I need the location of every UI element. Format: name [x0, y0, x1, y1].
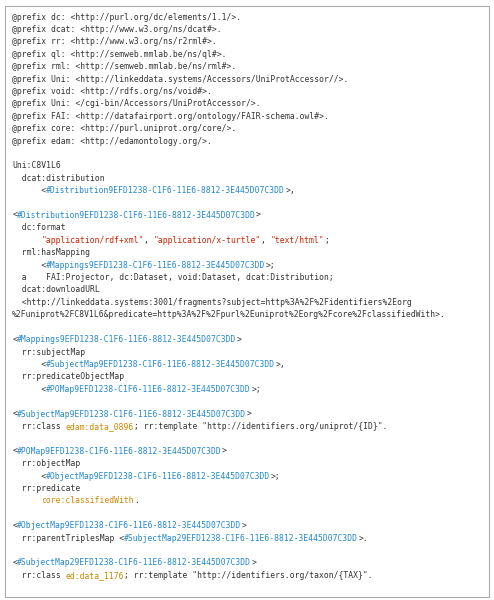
Text: >: > [242, 521, 247, 530]
Text: @prefix dcat: <http://www.w3.org/ns/dcat#>.: @prefix dcat: <http://www.w3.org/ns/dcat… [12, 25, 222, 34]
Text: core:classifiedWith: core:classifiedWith [41, 496, 134, 505]
Text: #SubjectMap29EFD1238-C1F6-11E6-8812-3E445D07C3DD: #SubjectMap29EFD1238-C1F6-11E6-8812-3E44… [124, 533, 359, 542]
Text: #ObjectMap9EFD1238-C1F6-11E6-8812-3E445D07C3DD: #ObjectMap9EFD1238-C1F6-11E6-8812-3E445D… [46, 472, 271, 481]
Text: @prefix rml: <http://semweb.mmlab.be/ns/rml#>.: @prefix rml: <http://semweb.mmlab.be/ns/… [12, 62, 237, 71]
Text: #Distribution9EFD1238-C1F6-11E6-8812-3E445D07C3DD: #Distribution9EFD1238-C1F6-11E6-8812-3E4… [46, 186, 286, 195]
Text: #Distribution9EFD1238-C1F6-11E6-8812-3E445D07C3DD: #Distribution9EFD1238-C1F6-11E6-8812-3E4… [17, 211, 256, 220]
Text: >;: >; [271, 472, 281, 481]
Text: rml:hasMapping: rml:hasMapping [12, 248, 90, 257]
Text: @prefix FAI: <http://datafairport.org/ontology/FAIR-schema.owl#>.: @prefix FAI: <http://datafairport.org/on… [12, 112, 329, 121]
Text: <: < [12, 335, 17, 344]
Text: ,: , [144, 236, 154, 245]
Text: <: < [12, 260, 46, 269]
Text: #SubjectMap9EFD1238-C1F6-11E6-8812-3E445D07C3DD: #SubjectMap9EFD1238-C1F6-11E6-8812-3E445… [17, 410, 247, 419]
Text: @prefix edam: <http://edamontology.org/>.: @prefix edam: <http://edamontology.org/>… [12, 137, 212, 146]
Text: >: > [247, 410, 251, 419]
Text: dcat:distribution: dcat:distribution [12, 174, 105, 183]
Text: >;: >; [251, 385, 261, 394]
Text: <: < [12, 559, 17, 568]
Text: @prefix Uni: <http://linkeddata.systems/Accessors/UniProtAccessor//>.: @prefix Uni: <http://linkeddata.systems/… [12, 74, 349, 83]
Text: #Mappings9EFD1238-C1F6-11E6-8812-3E445D07C3DD: #Mappings9EFD1238-C1F6-11E6-8812-3E445D0… [46, 260, 266, 269]
Text: >: > [222, 447, 227, 456]
Text: >;: >; [266, 260, 276, 269]
Text: Uni:C8V1L6: Uni:C8V1L6 [12, 161, 61, 170]
Text: @prefix ql: <http://semweb.mmlab.be/ns/ql#>.: @prefix ql: <http://semweb.mmlab.be/ns/q… [12, 50, 227, 59]
Text: #SubjectMap29EFD1238-C1F6-11E6-8812-3E445D07C3DD: #SubjectMap29EFD1238-C1F6-11E6-8812-3E44… [17, 559, 251, 568]
Text: <: < [12, 211, 17, 220]
Text: <: < [12, 447, 17, 456]
Text: a    FAI:Projector, dc:Dataset, void:Dataset, dcat:Distribution;: a FAI:Projector, dc:Dataset, void:Datase… [12, 273, 334, 282]
Text: rr:predicateObjectMap: rr:predicateObjectMap [12, 373, 124, 382]
Text: dcat:downloadURL: dcat:downloadURL [12, 286, 100, 295]
Text: "application/x-turtle": "application/x-turtle" [154, 236, 261, 245]
Text: rr:predicate: rr:predicate [12, 484, 81, 493]
Text: >: > [237, 335, 242, 344]
Text: >: > [251, 559, 256, 568]
Text: #SubjectMap9EFD1238-C1F6-11E6-8812-3E445D07C3DD: #SubjectMap9EFD1238-C1F6-11E6-8812-3E445… [46, 360, 276, 369]
Text: >,: >, [276, 360, 286, 369]
Text: >.: >. [359, 533, 368, 542]
Text: dc:format: dc:format [12, 223, 66, 232]
Text: @prefix rr: <http://www.w3.org/ns/r2rml#>.: @prefix rr: <http://www.w3.org/ns/r2rml#… [12, 37, 217, 46]
FancyBboxPatch shape [5, 6, 489, 597]
Text: .: . [134, 496, 139, 505]
Text: edam:data_0896: edam:data_0896 [66, 422, 134, 431]
Text: >: > [256, 211, 261, 220]
Text: "text/html": "text/html" [271, 236, 325, 245]
Text: ,: , [261, 236, 271, 245]
Text: rr:parentTriplesMap <: rr:parentTriplesMap < [12, 533, 124, 542]
Text: ; rr:template "http://identifiers.org/uniprot/{ID}".: ; rr:template "http://identifiers.org/un… [134, 422, 388, 431]
Text: "application/rdf+xml": "application/rdf+xml" [41, 236, 144, 245]
Text: #Mappings9EFD1238-C1F6-11E6-8812-3E445D07C3DD: #Mappings9EFD1238-C1F6-11E6-8812-3E445D0… [17, 335, 237, 344]
Text: >,: >, [286, 186, 295, 195]
Text: <: < [12, 410, 17, 419]
Text: <: < [12, 186, 46, 195]
Text: %2Funiprot%2FC8V1L6&predicate=http%3A%2F%2Fpurl%2Euniprot%2Eorg%2Fcore%2Fclassif: %2Funiprot%2FC8V1L6&predicate=http%3A%2F… [12, 310, 446, 319]
Text: ; rr:template "http://identifiers.org/taxon/{TAX}".: ; rr:template "http://identifiers.org/ta… [124, 571, 373, 580]
Text: <http://linkeddata.systems:3001/fragments?subject=http%3A%2F%2Fidentifiers%2Eorg: <http://linkeddata.systems:3001/fragment… [12, 298, 412, 307]
Text: <: < [12, 521, 17, 530]
Text: #POMap9EFD1238-C1F6-11E6-8812-3E445D07C3DD: #POMap9EFD1238-C1F6-11E6-8812-3E445D07C3… [17, 447, 222, 456]
Text: <: < [12, 360, 46, 369]
Text: ed:data_1176: ed:data_1176 [66, 571, 124, 580]
Text: ;: ; [325, 236, 329, 245]
Text: rr:subjectMap: rr:subjectMap [12, 347, 85, 356]
Text: @prefix core: <http://purl.uniprot.org/core/>.: @prefix core: <http://purl.uniprot.org/c… [12, 124, 237, 133]
Text: @prefix void: <http://rdfs.org/ns/void#>.: @prefix void: <http://rdfs.org/ns/void#>… [12, 87, 212, 96]
Text: @prefix Uni: </cgi-bin/Accessors/UniProtAccessor/>.: @prefix Uni: </cgi-bin/Accessors/UniProt… [12, 100, 261, 109]
Text: <: < [12, 385, 46, 394]
Text: <: < [12, 472, 46, 481]
Text: #ObjectMap9EFD1238-C1F6-11E6-8812-3E445D07C3DD: #ObjectMap9EFD1238-C1F6-11E6-8812-3E445D… [17, 521, 242, 530]
Text: @prefix dc: <http://purl.org/dc/elements/1.1/>.: @prefix dc: <http://purl.org/dc/elements… [12, 13, 242, 22]
Text: rr:class: rr:class [12, 422, 66, 431]
Text: #POMap9EFD1238-C1F6-11E6-8812-3E445D07C3DD: #POMap9EFD1238-C1F6-11E6-8812-3E445D07C3… [46, 385, 251, 394]
Text: rr:objectMap: rr:objectMap [12, 459, 81, 468]
Text: rr:class: rr:class [12, 571, 66, 580]
